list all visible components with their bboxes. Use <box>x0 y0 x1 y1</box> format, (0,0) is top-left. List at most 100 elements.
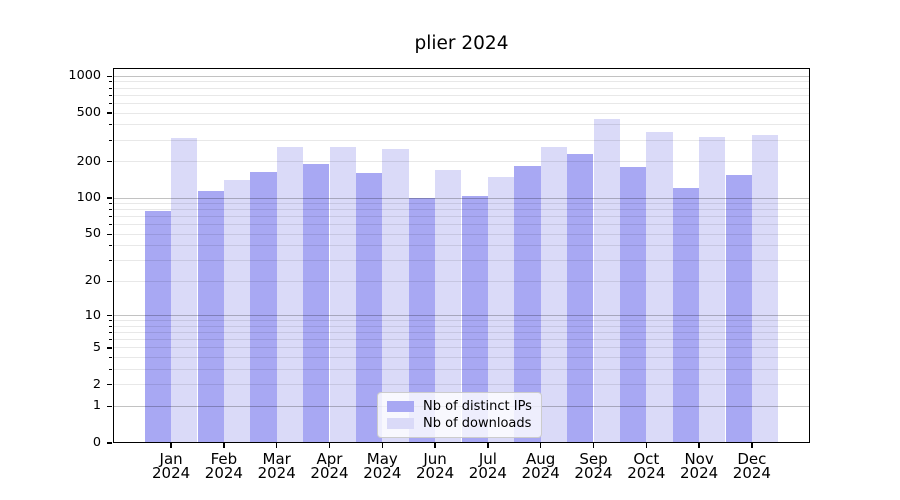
x-tick <box>487 443 489 448</box>
bar-downloads-oct <box>646 131 673 443</box>
x-tick-label: Aug 2024 <box>521 449 560 482</box>
gridline-minor <box>113 161 810 163</box>
bar-distinct-ips-oct <box>619 167 647 443</box>
gridline-minor <box>113 139 810 141</box>
x-tick <box>434 443 436 448</box>
bar-distinct-ips-nov <box>672 188 700 443</box>
y-minor-tick <box>109 124 112 126</box>
legend: Nb of distinct IPs Nb of downloads <box>377 392 542 438</box>
bar-distinct-ips-mar <box>250 171 277 443</box>
gridline-minor <box>113 233 810 235</box>
legend-swatch-downloads <box>387 418 414 429</box>
bar-distinct-ips-dec <box>725 175 752 443</box>
y-minor-tick <box>109 81 112 83</box>
x-tick <box>698 443 700 448</box>
y-minor-tick <box>109 203 112 205</box>
x-tick-label: Sep 2024 <box>574 449 613 482</box>
bar-distinct-ips-jan <box>144 211 172 443</box>
x-tick <box>751 443 753 448</box>
y-tick-label: 1 <box>92 398 101 414</box>
chart-title: plier 2024 <box>414 33 509 54</box>
bar-downloads-jan <box>171 138 198 443</box>
gridline-minor <box>113 87 810 89</box>
gridline-minor <box>113 102 810 104</box>
gridline-minor <box>113 280 810 282</box>
legend-entry-distinct-ips: Nb of distinct IPs <box>387 398 532 415</box>
x-tick <box>540 443 542 448</box>
y-tick <box>106 280 112 283</box>
legend-label-downloads: Nb of downloads <box>423 416 532 431</box>
x-tick-label: Dec 2024 <box>732 449 771 482</box>
gridline-minor <box>113 339 810 341</box>
x-tick-label: Feb 2024 <box>204 449 243 482</box>
gridline-minor <box>113 209 810 211</box>
gridline-minor <box>113 203 810 205</box>
gridline-minor <box>113 357 810 359</box>
y-minor-tick <box>109 94 112 96</box>
y-minor-tick <box>109 260 112 262</box>
bar-downloads-mar <box>276 146 304 443</box>
x-tick <box>381 443 383 448</box>
x-tick <box>328 443 331 448</box>
x-tick-label: Jun 2024 <box>416 449 455 482</box>
y-tick-label: 100 <box>76 190 101 206</box>
y-tick-label: 0 <box>92 435 101 450</box>
y-minor-tick <box>109 320 112 322</box>
y-tick-label: 10 <box>84 307 101 323</box>
y-tick <box>106 405 112 407</box>
legend-entry-downloads: Nb of downloads <box>387 415 532 432</box>
gridline-minor <box>113 94 810 96</box>
gridline-minor <box>113 112 810 114</box>
gridline-minor <box>113 260 810 262</box>
y-tick-label: 50 <box>84 226 101 242</box>
y-tick <box>106 347 112 349</box>
y-minor-tick <box>109 102 112 104</box>
x-tick <box>276 443 278 448</box>
x-tick-label: Jan 2024 <box>152 449 191 482</box>
gridline-minor <box>113 245 810 247</box>
x-tick-label: Mar 2024 <box>257 449 296 482</box>
x-tick <box>592 443 595 448</box>
x-tick-label: Jul 2024 <box>468 449 507 482</box>
legend-swatch-distinct-ips <box>387 401 414 412</box>
bar-distinct-ips-sep <box>567 154 594 443</box>
y-minor-tick <box>109 224 112 226</box>
bar-distinct-ips-feb <box>197 190 224 443</box>
y-tick <box>106 315 112 317</box>
gridline-minor <box>113 368 810 370</box>
y-minor-tick <box>109 332 112 334</box>
y-minor-tick <box>109 216 112 218</box>
plot-area <box>113 68 810 443</box>
x-tick-label: Oct 2024 <box>627 449 666 482</box>
gridline-minor <box>113 325 810 327</box>
bar-downloads-sep <box>593 118 620 443</box>
y-tick <box>106 233 112 235</box>
y-minor-tick <box>109 139 112 141</box>
y-tick <box>106 384 112 386</box>
y-minor-tick <box>109 209 112 211</box>
bar-downloads-aug <box>540 146 568 443</box>
y-tick-label: 1000 <box>68 68 101 84</box>
gridline-major <box>113 197 810 199</box>
bar-downloads-dec <box>751 135 779 443</box>
y-minor-tick <box>109 368 112 370</box>
x-tick <box>645 443 647 448</box>
y-minor-tick <box>109 325 112 327</box>
y-minor-tick <box>109 339 112 341</box>
legend-label-distinct-ips: Nb of distinct IPs <box>423 399 532 414</box>
bar-distinct-ips-apr <box>303 164 330 443</box>
x-tick <box>223 443 225 448</box>
gridline-minor <box>113 81 810 83</box>
x-tick <box>170 443 172 448</box>
y-minor-tick <box>109 357 112 359</box>
y-minor-tick <box>109 245 112 247</box>
x-tick-label: Apr 2024 <box>310 449 349 482</box>
y-tick <box>106 197 112 199</box>
gridline-minor <box>113 124 810 126</box>
gridline-minor <box>113 320 810 322</box>
x-tick-label: May 2024 <box>363 449 402 482</box>
bar-downloads-nov <box>699 136 726 443</box>
gridline-minor <box>113 347 810 349</box>
y-tick-label: 2 <box>92 376 101 392</box>
